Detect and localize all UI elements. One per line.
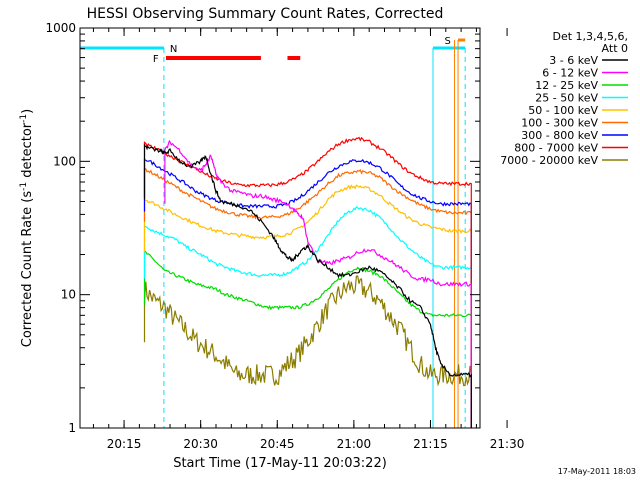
legend-label: 100 - 300 keV — [521, 117, 598, 130]
plot-border — [79, 27, 481, 429]
series-line — [143, 249, 472, 428]
attenuator-layer: NF S — [79, 36, 466, 428]
y-axis-label-main: Corrected Count Rate (s — [20, 191, 35, 348]
x-tick-label: 20:15 — [107, 437, 142, 451]
legend-label: 6 - 12 keV — [542, 67, 598, 80]
flare-label: F — [153, 54, 159, 65]
x-tick-label: 21:00 — [337, 437, 372, 451]
series-line — [143, 158, 472, 428]
attenuator-label: N — [170, 44, 177, 55]
legend-label: 12 - 25 keV — [535, 79, 598, 92]
series-line — [143, 167, 472, 428]
plot-frame — [79, 27, 481, 429]
y-axis-ticks: 1 10 100 1000 — [45, 21, 480, 435]
legend-title: Det 1,3,4,5,6, — [552, 30, 628, 43]
y-tick-label: 100 — [53, 154, 76, 168]
series-line — [143, 205, 472, 428]
y-tick-label: 10 — [61, 288, 76, 302]
x-axis-label: Start Time (17-May-11 20:03:22) — [173, 456, 387, 471]
series-line — [164, 139, 472, 428]
x-tick-label: 20:30 — [183, 437, 218, 451]
legend-label: 800 - 7000 keV — [514, 142, 598, 155]
legend-label: 50 - 100 keV — [528, 104, 598, 117]
x-tick-label: 21:15 — [413, 437, 448, 451]
chart-title: HESSI Observing Summary Count Rates, Cor… — [87, 6, 444, 22]
y-axis-label-sup2: -1 — [19, 114, 29, 123]
x-tick-label: 21:30 — [490, 437, 525, 451]
y-axis-label: Corrected Count Rate (s-1 detector-1) — [19, 109, 35, 347]
legend-label: 300 - 800 keV — [521, 129, 598, 142]
x-tick-label: 20:45 — [260, 437, 295, 451]
series-layer — [143, 136, 472, 428]
saa-label: S — [444, 36, 450, 47]
y-axis-label-mid: detector — [20, 122, 35, 182]
y-axis-label-sup1: -1 — [19, 182, 29, 191]
legend-label: 3 - 6 keV — [549, 54, 598, 67]
y-axis-label-end: ) — [20, 109, 35, 114]
x-axis-ticks: 20:15 20:30 20:45 21:00 21:15 21:30 — [92, 28, 525, 451]
legend-label: 25 - 50 keV — [535, 92, 598, 105]
series-line — [143, 143, 472, 428]
footer-timestamp: 17-May-2011 18:03 — [558, 467, 636, 476]
y-tick-label: 1 — [68, 421, 76, 435]
series-line — [143, 184, 472, 428]
series-line — [143, 275, 472, 428]
legend-subtitle: Att 0 — [602, 42, 628, 55]
y-tick-label: 1000 — [45, 21, 76, 35]
legend-label: 7000 - 20000 keV — [500, 154, 598, 167]
